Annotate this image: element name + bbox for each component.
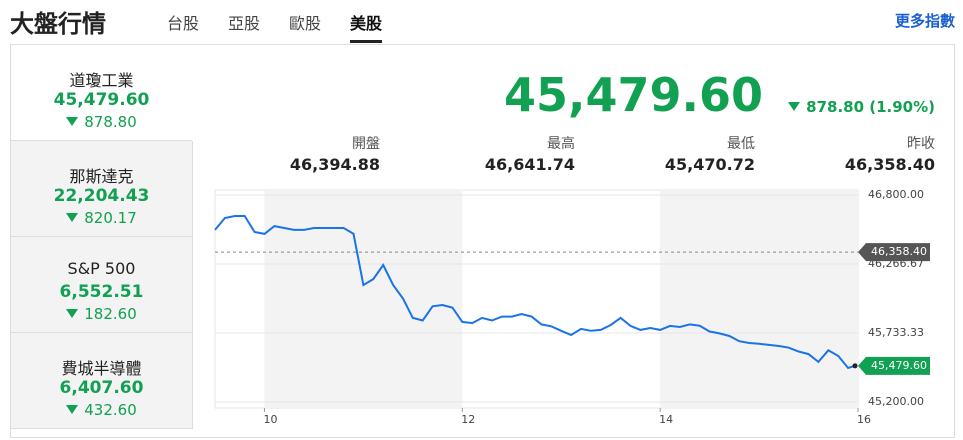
reference-flag xyxy=(858,243,930,262)
index-item[interactable]: 費城半導體 6,407.60 432.60 xyxy=(11,333,193,429)
x-tick-label: 12 xyxy=(461,413,475,426)
index-change: 432.60 xyxy=(11,401,192,419)
last-point xyxy=(852,363,858,369)
index-change-text: 182.60 xyxy=(84,305,137,323)
down-icon xyxy=(66,117,79,126)
last-flag xyxy=(858,356,930,375)
stat-label: 最高 xyxy=(547,136,575,152)
index-change-text: 432.60 xyxy=(84,401,137,419)
index-item[interactable]: 道瓊工業 45,479.60 878.80 xyxy=(11,45,192,141)
index-value: 6,552.51 xyxy=(59,282,144,302)
tab[interactable]: 亞股 xyxy=(228,14,261,33)
down-icon xyxy=(66,309,79,318)
quote-change: 878.80 (1.90%) xyxy=(788,98,935,116)
stat-label: 昨收 xyxy=(907,136,935,152)
index-item[interactable]: S&P 500 6,552.51 182.60 xyxy=(11,237,193,333)
down-icon xyxy=(788,102,801,111)
stat-label: 最低 xyxy=(727,136,755,152)
x-tick-label: 14 xyxy=(659,413,673,426)
stat-value: 46,358.40 xyxy=(844,155,935,174)
index-change: 878.80 xyxy=(11,113,192,131)
index-value: 6,407.60 xyxy=(59,378,144,398)
more-link[interactable]: 更多指數 xyxy=(894,12,955,30)
down-icon xyxy=(66,213,79,222)
tab[interactable]: 歐股 xyxy=(289,14,322,33)
stat-value: 45,470.72 xyxy=(664,155,755,174)
index-change: 182.60 xyxy=(11,305,192,323)
index-name: 道瓊工業 xyxy=(69,71,134,90)
index-name: 費城半導體 xyxy=(61,359,142,378)
stat-value: 46,394.88 xyxy=(289,155,380,174)
tab[interactable]: 台股 xyxy=(167,14,200,33)
last-label: 45,479.60 xyxy=(871,359,927,372)
index-value: 22,204.43 xyxy=(53,186,150,206)
stat-value: 46,641.74 xyxy=(484,155,575,174)
y-tick-label: 45,200.00 xyxy=(868,395,924,408)
session-band xyxy=(660,190,858,408)
index-name: 那斯達克 xyxy=(69,167,134,186)
y-tick-label: 46,800.00 xyxy=(868,188,924,201)
index-change-text: 820.17 xyxy=(84,209,137,227)
y-tick-label: 45,733.33 xyxy=(868,326,924,339)
session-band xyxy=(264,190,463,408)
index-change: 820.17 xyxy=(11,209,192,227)
down-icon xyxy=(66,405,79,414)
x-tick-label: 10 xyxy=(263,413,277,426)
x-tick-label: 16 xyxy=(857,413,871,426)
index-value: 45,479.60 xyxy=(53,90,150,110)
index-name: S&P 500 xyxy=(67,259,136,278)
stat-label: 開盤 xyxy=(352,136,380,152)
quote-value: 45,479.60 xyxy=(504,68,763,122)
page-title: 大盤行情 xyxy=(10,10,106,38)
panel xyxy=(10,44,955,438)
index-change-text: 878.80 xyxy=(84,113,137,131)
index-item[interactable]: 那斯達克 22,204.43 820.17 xyxy=(11,141,193,237)
price-line xyxy=(214,215,856,370)
tab[interactable]: 美股 xyxy=(350,10,383,43)
reference-label: 46,358.40 xyxy=(871,245,927,258)
quote-change-text: 878.80 (1.90%) xyxy=(806,98,935,116)
